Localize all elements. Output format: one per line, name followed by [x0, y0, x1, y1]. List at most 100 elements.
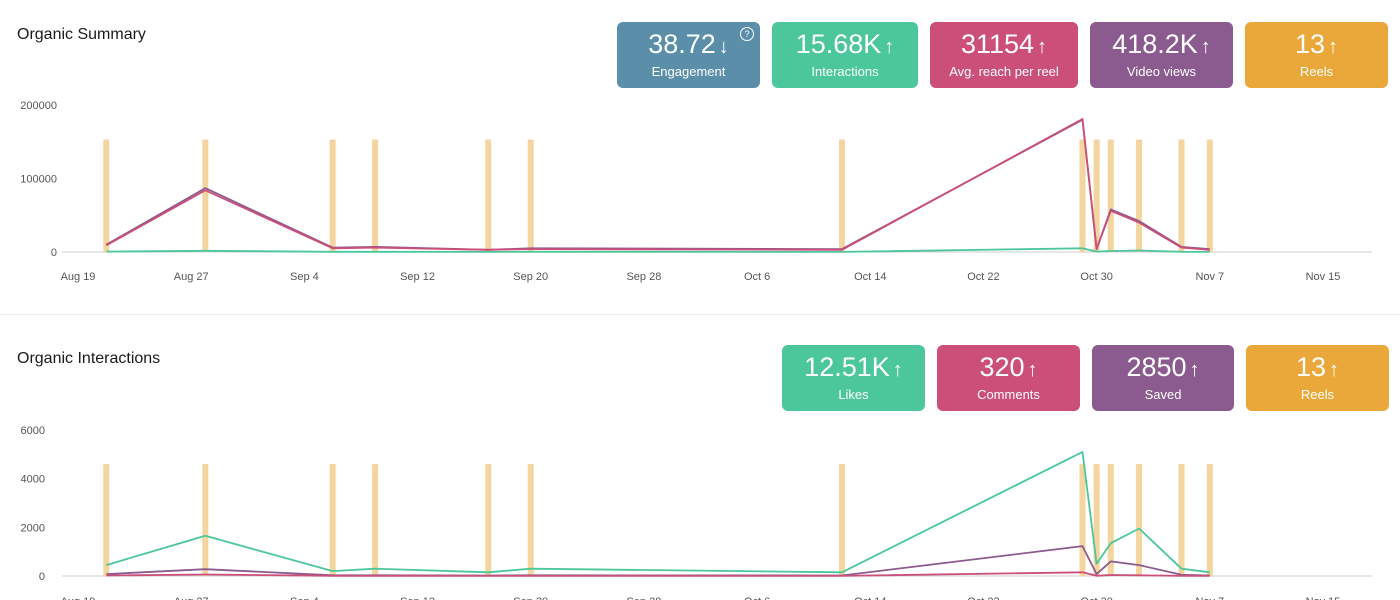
- organic-interactions-panel: Organic Interactions 12.51K ↑ Likes 320 ↑ …: [0, 315, 1400, 600]
- reel-bar[interactable]: [1178, 139, 1185, 252]
- reels-card[interactable]: 13 ↑ Reels: [1245, 22, 1388, 88]
- comments-card[interactable]: 320 ↑ Comments: [937, 345, 1080, 411]
- reels-card[interactable]: 13 ↑ Reels: [1246, 345, 1389, 411]
- reel-bar[interactable]: [527, 139, 534, 252]
- x-tick-label: Oct 6: [744, 596, 770, 600]
- likes-value: 12.51K: [804, 352, 890, 382]
- y-tick-label: 0: [39, 571, 45, 583]
- x-tick-label: Oct 30: [1080, 596, 1112, 600]
- organic-summary-panel: Organic Summary 38.72 ↓ Engagement ? 15.6…: [0, 22, 1400, 290]
- reel-bar[interactable]: [485, 139, 492, 252]
- reel-bar[interactable]: [485, 464, 492, 576]
- arrow-up-icon: ↑: [1329, 359, 1340, 381]
- video-views-label: Video views: [1126, 64, 1197, 79]
- x-tick-label: Sep 20: [513, 596, 548, 600]
- x-tick-label: Sep 28: [626, 271, 661, 283]
- x-tick-label: Oct 30: [1080, 271, 1112, 283]
- reels-value: 13: [1295, 352, 1327, 382]
- saved-value: 2850: [1126, 352, 1187, 382]
- reels-value: 13: [1294, 29, 1326, 59]
- x-tick-label: Nov 7: [1195, 596, 1224, 600]
- reel-bar[interactable]: [103, 139, 110, 252]
- video-views-value: 418.2K: [1112, 29, 1198, 59]
- x-tick-label: Oct 22: [967, 596, 999, 600]
- avg-reach-value: 31154: [960, 29, 1035, 59]
- video-views-card[interactable]: 418.2K ↑ Video views: [1090, 22, 1233, 88]
- engagement-card[interactable]: 38.72 ↓ Engagement ?: [617, 22, 760, 88]
- y-tick-label: 2000: [21, 522, 45, 534]
- x-tick-label: Aug 27: [174, 271, 209, 283]
- x-tick-label: Sep 28: [626, 596, 661, 600]
- series-line[interactable]: [106, 451, 1210, 574]
- reel-bar[interactable]: [1136, 464, 1143, 576]
- arrow-up-icon: ↑: [1037, 36, 1048, 58]
- arrow-down-icon: ↓: [718, 36, 729, 58]
- y-tick-label: 100000: [20, 174, 57, 186]
- reel-bar[interactable]: [1093, 464, 1100, 576]
- organic-summary-title: Organic Summary: [17, 26, 146, 43]
- avg-reach-card[interactable]: 31154 ↑ Avg. reach per reel: [930, 22, 1078, 88]
- reel-bar[interactable]: [202, 464, 209, 576]
- section-divider: [0, 314, 1400, 315]
- series-line[interactable]: [106, 247, 1210, 253]
- interactions-label: Interactions: [811, 64, 879, 79]
- x-tick-label: Oct 6: [744, 271, 770, 283]
- reel-bar[interactable]: [1206, 139, 1213, 252]
- reel-bar[interactable]: [1206, 464, 1213, 576]
- reel-bar[interactable]: [527, 464, 534, 576]
- interactions-metric-cards: 12.51K ↑ Likes 320 ↑ Comments 2850 ↑ Saved …: [782, 345, 1389, 411]
- help-icon[interactable]: ?: [740, 27, 754, 41]
- reel-bar[interactable]: [329, 139, 336, 252]
- x-tick-label: Sep 4: [290, 596, 319, 600]
- x-tick-label: Nov 15: [1306, 271, 1341, 283]
- series-line[interactable]: [106, 571, 1210, 577]
- x-tick-label: Aug 19: [61, 271, 96, 283]
- saved-label: Saved: [1144, 387, 1182, 402]
- reels-label: Reels: [1300, 387, 1335, 402]
- likes-label: Likes: [838, 387, 869, 402]
- reel-bar[interactable]: [1107, 464, 1114, 576]
- reel-bar[interactable]: [1107, 139, 1114, 252]
- interactions-card[interactable]: 15.68K ↑ Interactions: [772, 22, 918, 88]
- x-tick-label: Sep 12: [400, 271, 435, 283]
- series-line[interactable]: [105, 118, 1210, 251]
- reel-bar[interactable]: [1079, 139, 1086, 252]
- reel-bar[interactable]: [1093, 139, 1100, 252]
- arrow-up-icon: ↑: [1027, 359, 1038, 381]
- y-tick-label: 6000: [21, 425, 45, 437]
- x-tick-label: Aug 27: [174, 596, 209, 600]
- x-tick-label: Oct 14: [854, 596, 886, 600]
- interactions-value: 15.68K: [795, 29, 882, 59]
- series-line[interactable]: [106, 545, 1210, 577]
- organic-summary-chart[interactable]: 0 100000 200000 Aug 19 Aug 27 Sep 4 Sep 12 Sep …: [0, 90, 1400, 290]
- avg-reach-label: Avg. reach per reel: [949, 64, 1059, 79]
- x-tick-label: Oct 22: [967, 271, 999, 283]
- arrow-up-icon: ↑: [1200, 36, 1211, 58]
- reel-bar[interactable]: [329, 464, 336, 576]
- comments-value: 320: [979, 352, 1025, 382]
- reel-bar[interactable]: [838, 139, 845, 252]
- arrow-up-icon: ↑: [884, 36, 895, 58]
- y-tick-label: 200000: [20, 100, 57, 112]
- reel-bar[interactable]: [103, 464, 110, 576]
- reel-bar[interactable]: [1178, 464, 1185, 576]
- likes-card[interactable]: 12.51K ↑ Likes: [782, 345, 925, 411]
- arrow-up-icon: ↑: [1328, 36, 1339, 58]
- engagement-label: Engagement: [651, 64, 726, 79]
- x-tick-label: Sep 12: [400, 596, 435, 600]
- reel-bar[interactable]: [1079, 464, 1086, 576]
- arrow-up-icon: ↑: [1189, 359, 1200, 381]
- reels-label: Reels: [1299, 64, 1334, 79]
- reel-bar[interactable]: [202, 139, 209, 252]
- reel-bar[interactable]: [1136, 139, 1143, 252]
- organic-interactions-chart[interactable]: 0 2000 4000 6000 Aug 19 Aug 27 Sep 4 Sep 12 Sep …: [0, 415, 1400, 600]
- summary-metric-cards: 38.72 ↓ Engagement ? 15.68K ↑ Interactions…: [617, 22, 1388, 88]
- reel-bar[interactable]: [372, 464, 379, 576]
- x-tick-label: Sep 4: [290, 271, 319, 283]
- reel-bar[interactable]: [838, 464, 845, 576]
- saved-card[interactable]: 2850 ↑ Saved: [1092, 345, 1234, 411]
- organic-interactions-title: Organic Interactions: [17, 350, 161, 367]
- reel-bar[interactable]: [372, 139, 379, 252]
- x-tick-label: Aug 19: [61, 596, 96, 600]
- x-tick-label: Oct 14: [854, 271, 886, 283]
